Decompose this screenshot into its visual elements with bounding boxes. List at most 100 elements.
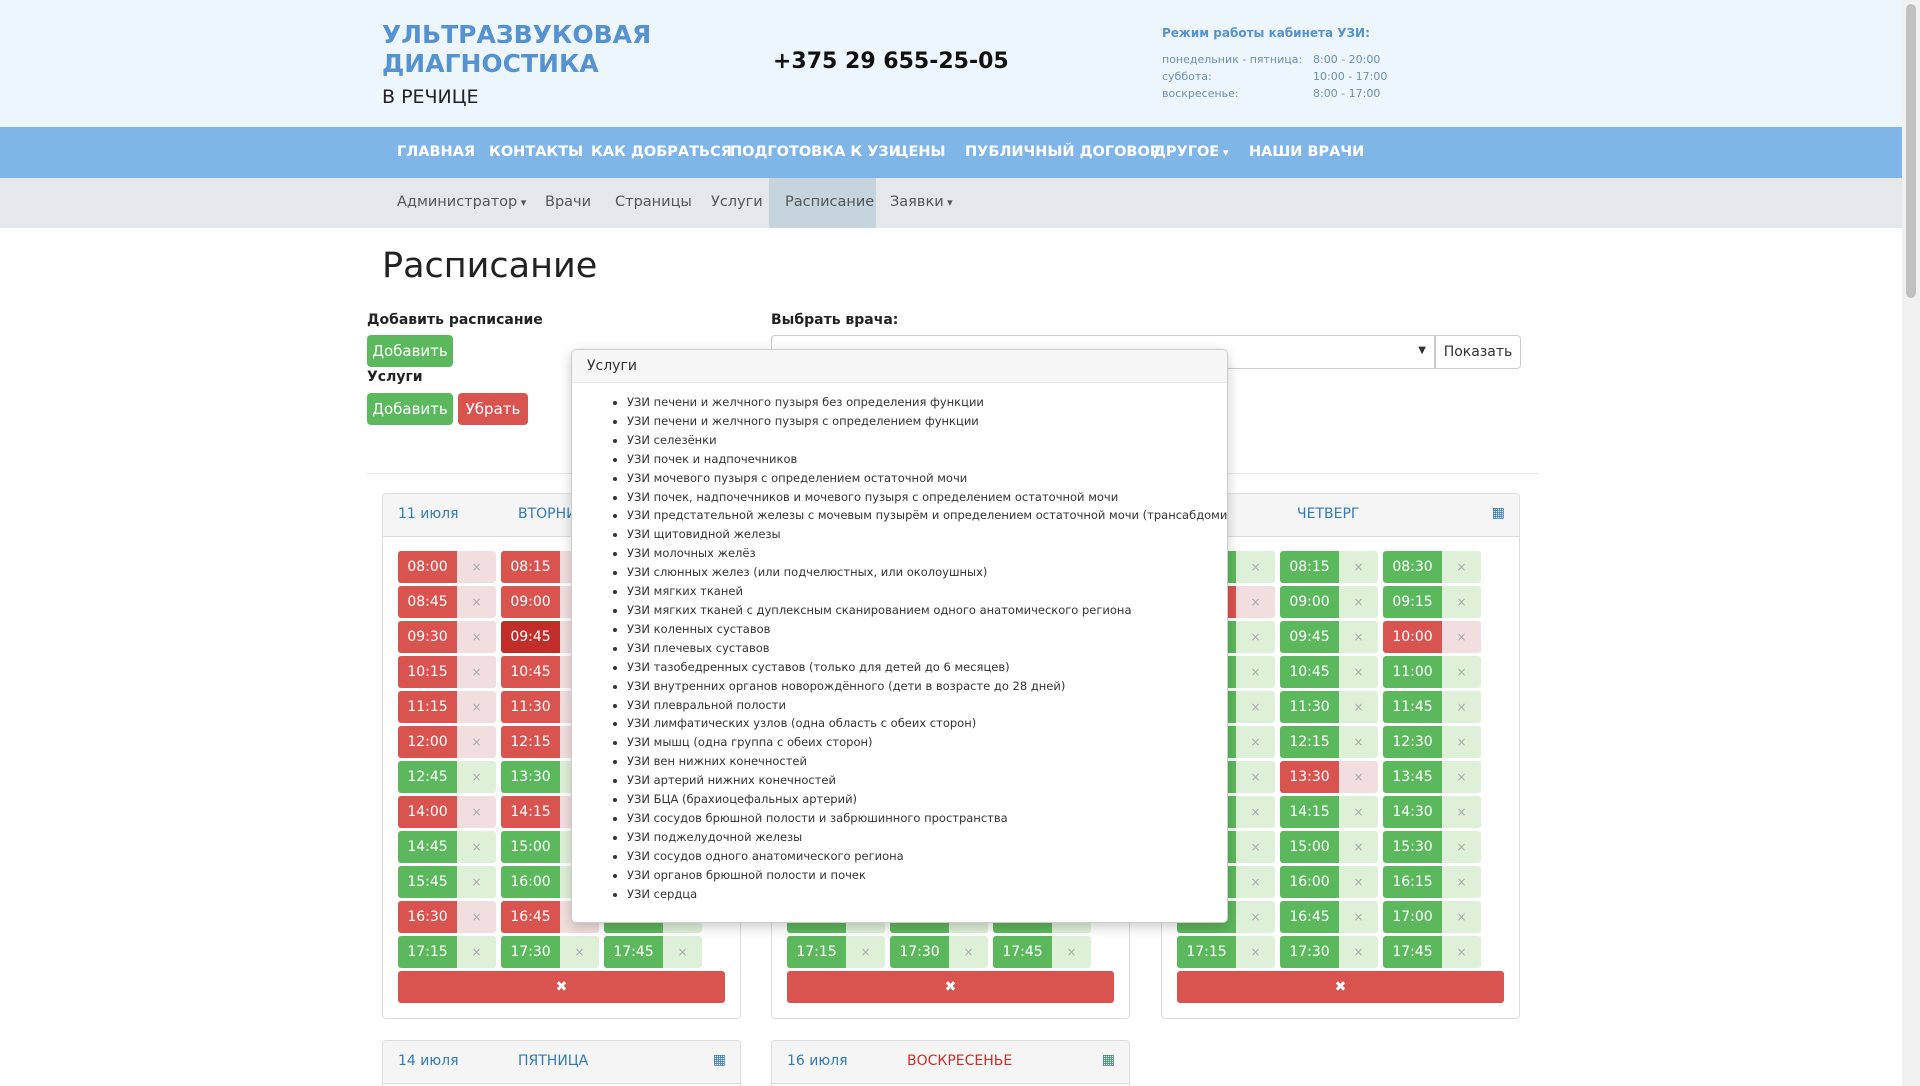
time-slot[interactable]: 16:45 <box>501 901 560 933</box>
slot-delete[interactable]: × <box>457 936 496 968</box>
time-slot[interactable]: 11:30 <box>501 691 560 723</box>
slot-delete[interactable]: × <box>1442 586 1481 618</box>
slot-delete[interactable]: × <box>457 691 496 723</box>
slot-delete[interactable]: × <box>1339 691 1378 723</box>
slot-delete[interactable]: × <box>846 936 885 968</box>
time-slot[interactable]: 10:45 <box>1280 656 1339 688</box>
time-slot[interactable]: 11:15 <box>398 691 457 723</box>
time-slot[interactable]: 16:45 <box>1280 901 1339 933</box>
slot-delete[interactable]: × <box>1442 866 1481 898</box>
slot-delete[interactable]: × <box>1442 831 1481 863</box>
slot-delete[interactable]: × <box>1236 586 1275 618</box>
subnav-item[interactable]: Врачи <box>545 194 592 210</box>
time-slot[interactable]: 17:45 <box>1383 936 1442 968</box>
slot-delete[interactable]: × <box>1339 551 1378 583</box>
slot-delete[interactable]: × <box>1442 901 1481 933</box>
time-slot[interactable]: 17:15 <box>1177 936 1236 968</box>
slot-delete[interactable]: × <box>560 936 599 968</box>
subnav-item[interactable]: Страницы <box>615 194 692 210</box>
nav-item[interactable]: КАК ДОБРАТЬСЯ <box>591 144 732 160</box>
slot-delete[interactable]: × <box>1339 936 1378 968</box>
time-slot[interactable]: 12:15 <box>1280 726 1339 758</box>
time-slot[interactable]: 14:30 <box>1383 796 1442 828</box>
clear-day-button[interactable]: ✖ <box>398 971 725 1003</box>
nav-item[interactable]: НАШИ ВРАЧИ <box>1249 144 1365 160</box>
nav-item[interactable]: ПОДГОТОВКА К УЗИ <box>730 144 901 160</box>
show-button[interactable]: Показать <box>1435 335 1521 369</box>
slot-delete[interactable]: × <box>457 586 496 618</box>
slot-delete[interactable]: × <box>1236 551 1275 583</box>
slot-delete[interactable]: × <box>457 656 496 688</box>
slot-delete[interactable]: × <box>949 936 988 968</box>
slot-delete[interactable]: × <box>1442 656 1481 688</box>
slot-delete[interactable]: × <box>1236 936 1275 968</box>
slot-delete[interactable]: × <box>1236 901 1275 933</box>
time-slot[interactable]: 14:15 <box>1280 796 1339 828</box>
time-slot[interactable]: 12:00 <box>398 726 457 758</box>
time-slot[interactable]: 12:30 <box>1383 726 1442 758</box>
time-slot[interactable]: 10:45 <box>501 656 560 688</box>
slot-delete[interactable]: × <box>1236 726 1275 758</box>
slot-delete[interactable]: × <box>1442 621 1481 653</box>
slot-delete[interactable]: × <box>1442 761 1481 793</box>
time-slot[interactable]: 13:45 <box>1383 761 1442 793</box>
time-slot[interactable]: 16:00 <box>501 866 560 898</box>
subnav-item[interactable]: Администратор ▾ <box>397 194 527 210</box>
time-slot[interactable]: 14:15 <box>501 796 560 828</box>
time-slot[interactable]: 17:30 <box>1280 936 1339 968</box>
time-slot[interactable]: 09:45 <box>501 621 560 653</box>
subnav-item[interactable]: Заявки ▾ <box>890 194 953 210</box>
time-slot[interactable]: 09:00 <box>1280 586 1339 618</box>
time-slot[interactable]: 15:45 <box>398 866 457 898</box>
time-slot[interactable]: 14:00 <box>398 796 457 828</box>
add-button[interactable]: Добавить <box>367 335 453 367</box>
slot-delete[interactable]: × <box>457 796 496 828</box>
time-slot[interactable]: 17:30 <box>501 936 560 968</box>
time-slot[interactable]: 13:30 <box>1280 761 1339 793</box>
slot-delete[interactable]: × <box>457 866 496 898</box>
slot-delete[interactable]: × <box>1339 656 1378 688</box>
time-slot[interactable]: 15:00 <box>501 831 560 863</box>
slot-delete[interactable]: × <box>1236 866 1275 898</box>
slot-delete[interactable]: × <box>457 901 496 933</box>
nav-item[interactable]: КОНТАКТЫ <box>489 144 584 160</box>
subnav-item[interactable]: Расписание <box>785 194 875 210</box>
slot-delete[interactable]: × <box>1442 796 1481 828</box>
slot-delete[interactable]: × <box>1339 621 1378 653</box>
time-slot[interactable]: 17:00 <box>1383 901 1442 933</box>
time-slot[interactable]: 15:00 <box>1280 831 1339 863</box>
slot-delete[interactable]: × <box>457 726 496 758</box>
slot-delete[interactable]: × <box>1236 831 1275 863</box>
nav-item[interactable]: ЦЕНЫ <box>895 144 946 160</box>
clear-day-button[interactable]: ✖ <box>1177 971 1504 1003</box>
nav-item[interactable]: ДРУГОЕ ▾ <box>1153 144 1229 160</box>
time-slot[interactable]: 11:00 <box>1383 656 1442 688</box>
time-slot[interactable]: 12:15 <box>501 726 560 758</box>
time-slot[interactable]: 14:45 <box>398 831 457 863</box>
slot-delete[interactable]: × <box>457 621 496 653</box>
slot-delete[interactable]: × <box>1339 796 1378 828</box>
time-slot[interactable]: 16:00 <box>1280 866 1339 898</box>
time-slot[interactable]: 17:30 <box>890 936 949 968</box>
slot-delete[interactable]: × <box>1442 691 1481 723</box>
time-slot[interactable]: 17:15 <box>787 936 846 968</box>
time-slot[interactable]: 09:15 <box>1383 586 1442 618</box>
slot-delete[interactable]: × <box>663 936 702 968</box>
time-slot[interactable]: 08:15 <box>501 551 560 583</box>
slot-delete[interactable]: × <box>1339 901 1378 933</box>
site-title[interactable]: УЛЬТРАЗВУКОВАЯ ДИАГНОСТИКА <box>382 20 652 78</box>
slot-delete[interactable]: × <box>457 831 496 863</box>
time-slot[interactable]: 17:45 <box>993 936 1052 968</box>
subnav-item[interactable]: Услуги <box>711 194 763 210</box>
time-slot[interactable]: 15:30 <box>1383 831 1442 863</box>
slot-delete[interactable]: × <box>1236 761 1275 793</box>
nav-item[interactable]: ГЛАВНАЯ <box>397 144 476 160</box>
add-button[interactable]: Добавить <box>367 393 453 425</box>
slot-delete[interactable]: × <box>1236 691 1275 723</box>
slot-delete[interactable]: × <box>1236 656 1275 688</box>
time-slot[interactable]: 16:15 <box>1383 866 1442 898</box>
slot-delete[interactable]: × <box>1236 796 1275 828</box>
time-slot[interactable]: 13:30 <box>501 761 560 793</box>
clear-day-button[interactable]: ✖ <box>787 971 1114 1003</box>
slot-delete[interactable]: × <box>457 551 496 583</box>
